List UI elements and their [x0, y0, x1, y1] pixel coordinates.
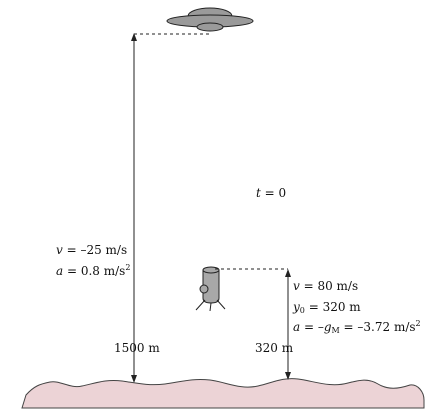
- lander-acceleration-g-subscript: M: [331, 326, 340, 335]
- lander-initial-height-var: y: [293, 300, 300, 314]
- lander-acceleration-eq: =: [300, 320, 318, 334]
- time-eq: =: [260, 186, 279, 200]
- ufo-arrowhead-bottom: [131, 375, 137, 383]
- time-value: 0: [278, 186, 287, 200]
- ufo-velocity-eq: =: [62, 243, 81, 257]
- lander-acceleration-minus: –: [317, 320, 324, 334]
- lander-body: [202, 269, 220, 304]
- lander-acceleration-var: a: [293, 320, 301, 334]
- ufo-acceleration-var: a: [56, 264, 64, 278]
- lander-acceleration-exponent: 2: [415, 319, 421, 328]
- lander-initial-height-value: 320 m: [322, 300, 361, 314]
- ufo-arrowhead-top: [131, 33, 137, 41]
- lander-height-label: 320 m: [255, 341, 294, 355]
- lander-arrowhead-bottom: [285, 372, 291, 380]
- lander-initial-height-label: y0 = 320 m: [293, 300, 361, 315]
- lander-initial-height-eq: =: [304, 300, 323, 314]
- ufo-acceleration-label: a = 0.8 m/s2: [56, 263, 131, 279]
- ufo-acceleration-eq: =: [63, 264, 81, 278]
- lander-velocity-var: v: [293, 279, 300, 293]
- ufo-base: [196, 22, 224, 32]
- lander-leg-left: [195, 299, 206, 311]
- ufo-acceleration-exponent: 2: [125, 263, 131, 272]
- martian-surface: [21, 378, 425, 409]
- lander-acceleration-g: g: [323, 320, 332, 334]
- ufo-velocity-label: v = –25 m/s: [56, 243, 127, 257]
- lander-porthole: [199, 284, 209, 294]
- ufo-velocity-var: v: [56, 243, 63, 257]
- time-label: t = 0: [256, 186, 286, 200]
- lander-arrowhead-top: [285, 269, 291, 277]
- ufo-icon: [166, 7, 254, 32]
- lander-velocity-label: v = 80 m/s: [293, 279, 358, 293]
- lander-velocity-eq: =: [299, 279, 318, 293]
- lander-acceleration-label: a = –gM = –3.72 m/s2: [293, 319, 421, 335]
- lander-leg-mid: [209, 302, 212, 312]
- ufo-height-label: 1500 m: [114, 341, 160, 355]
- ufo-acceleration-value: 0.8 m/s: [80, 264, 126, 278]
- lander-acceleration-value: = –3.72 m/s: [339, 320, 416, 334]
- lander-initial-height-subscript: 0: [299, 306, 305, 315]
- lander-velocity-value: 80 m/s: [317, 279, 359, 293]
- lander-top: [202, 266, 220, 274]
- ufo-velocity-value: –25 m/s: [80, 243, 128, 257]
- lander-icon: [195, 266, 226, 312]
- time-var: t: [256, 186, 261, 200]
- lander-leg-right: [216, 299, 226, 310]
